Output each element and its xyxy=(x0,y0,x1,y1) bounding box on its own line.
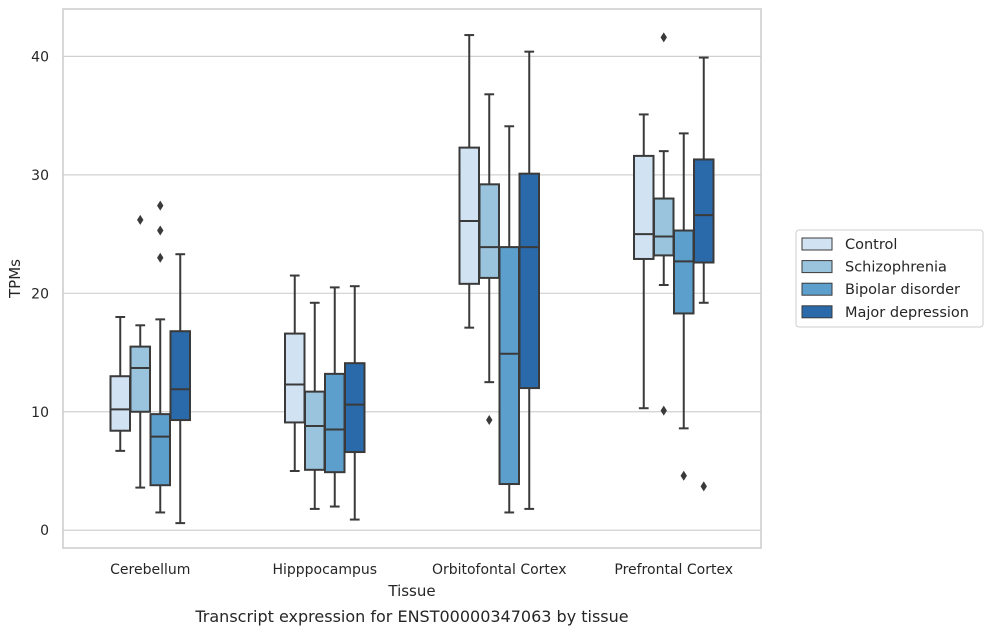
plot-frame xyxy=(62,8,762,549)
outlier-marker xyxy=(680,470,687,481)
box-body xyxy=(693,158,715,264)
box-body xyxy=(169,330,191,422)
box-body xyxy=(284,332,306,424)
y-tick-label: 0 xyxy=(40,523,49,539)
legend-swatch xyxy=(801,237,833,251)
box-body xyxy=(304,390,326,471)
box-schizophrenia xyxy=(478,93,500,426)
box-body xyxy=(324,372,346,474)
x-tick-label: Prefrontal Cortex xyxy=(614,562,733,578)
legend-label: Control xyxy=(845,237,897,253)
outlier-marker xyxy=(137,214,144,225)
x-tick-label: Cerebellum xyxy=(110,562,190,578)
box-schizophrenia xyxy=(653,32,675,416)
plot-area xyxy=(109,32,715,525)
y-axis-ticks: 0 10 20 30 40 xyxy=(31,49,49,539)
box-bipolar-disorder xyxy=(149,200,171,514)
box-bipolar-disorder xyxy=(324,286,346,508)
box-body xyxy=(344,362,366,454)
outlier-marker xyxy=(660,405,667,416)
figure-caption: Transcript expression for ENST0000034706… xyxy=(194,607,628,626)
box-body xyxy=(653,197,675,257)
box-schizophrenia xyxy=(129,214,151,489)
legend-swatch xyxy=(801,260,833,274)
outlier-marker xyxy=(486,415,493,426)
outlier-marker xyxy=(700,481,707,492)
outlier-marker xyxy=(660,32,667,43)
box-body xyxy=(149,413,171,487)
box-schizophrenia xyxy=(304,301,326,510)
box-major-depression xyxy=(518,50,540,510)
y-tick-label: 30 xyxy=(31,168,49,184)
legend-frame xyxy=(795,229,984,328)
x-axis-ticks: Cerebellum Hipppocampus Orbitofontal Corte… xyxy=(110,562,733,578)
box-major-depression xyxy=(169,253,191,525)
legend[interactable]: Control Schizophrenia Bipolar disorder Majo… xyxy=(795,229,984,328)
box-body xyxy=(518,172,540,390)
legend-swatch xyxy=(801,282,833,296)
outlier-marker xyxy=(157,252,164,263)
y-tick-label: 40 xyxy=(31,49,49,65)
y-tick-label: 20 xyxy=(31,286,49,302)
legend-swatch xyxy=(801,305,833,319)
box-control xyxy=(633,113,655,410)
box-control xyxy=(109,316,131,452)
legend-label: Major depression xyxy=(845,305,969,321)
y-axis-title: TPMs xyxy=(6,259,24,299)
legend-label: Bipolar disorder xyxy=(845,282,960,298)
box-control xyxy=(284,274,306,472)
box-body xyxy=(109,375,131,432)
box-bipolar-disorder xyxy=(673,132,695,481)
x-axis-title: Tissue xyxy=(387,582,435,600)
box-body xyxy=(478,183,500,279)
box-body xyxy=(129,345,151,413)
y-tick-label: 10 xyxy=(31,405,49,421)
box-major-depression xyxy=(693,56,715,492)
outlier-marker xyxy=(157,225,164,236)
box-major-depression xyxy=(344,285,366,521)
box-body xyxy=(633,154,655,260)
x-tick-label: Hipppocampus xyxy=(272,562,377,578)
box-body xyxy=(673,229,695,315)
x-tick-label: Orbitofontal Cortex xyxy=(432,562,567,578)
outlier-marker xyxy=(157,200,164,211)
box-body xyxy=(458,146,480,285)
box-body xyxy=(498,246,520,486)
legend-label: Schizophrenia xyxy=(845,260,947,276)
